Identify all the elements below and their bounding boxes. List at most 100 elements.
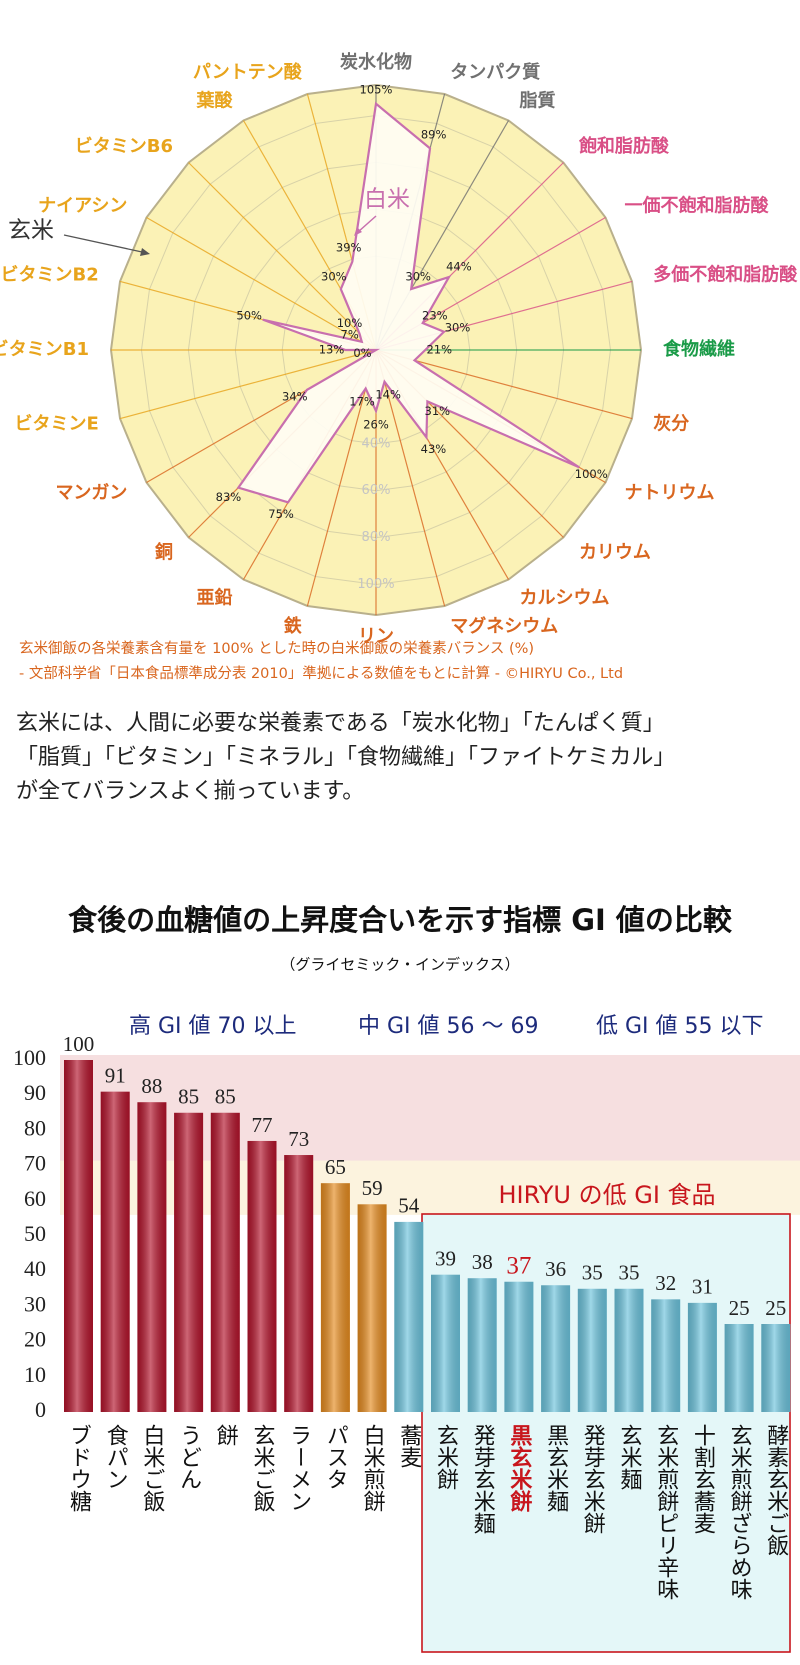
value-label: 31 bbox=[692, 1275, 713, 1299]
axis-label: ビタミンB2 bbox=[1, 265, 99, 286]
bar-shade bbox=[394, 1221, 424, 1412]
value-label: 25 bbox=[765, 1296, 786, 1320]
value-label: 91 bbox=[105, 1063, 126, 1087]
axis-label: 一価不飽和脂肪酸 bbox=[625, 195, 770, 217]
bar-shade bbox=[577, 1288, 607, 1412]
bar-shade bbox=[320, 1183, 350, 1412]
category-label: 白米煎餅 bbox=[360, 1424, 386, 1512]
bar-shade bbox=[467, 1278, 497, 1412]
bar-shade bbox=[64, 1060, 93, 1412]
axis-label: 多価不飽和脂肪酸 bbox=[653, 264, 798, 286]
category-label: ブドウ糖 bbox=[66, 1424, 92, 1512]
radar-area bbox=[236, 101, 580, 504]
value-label: 37 bbox=[506, 1252, 531, 1279]
bar-shade bbox=[210, 1112, 240, 1412]
category-label: 玄米麺 bbox=[617, 1424, 643, 1490]
value-label: 21% bbox=[426, 343, 452, 357]
value-label: 17% bbox=[349, 395, 375, 409]
chart-title: 食後の血糖値の上昇度合いを示す指標 GI 値の比較 bbox=[68, 903, 733, 937]
value-label: 85 bbox=[178, 1085, 199, 1109]
bar-shade bbox=[357, 1204, 387, 1412]
category-label: 玄米煎餅ピリ辛味 bbox=[653, 1424, 679, 1600]
value-label: 7% bbox=[341, 327, 359, 341]
axis-label: ビタミンE bbox=[14, 413, 98, 434]
value-label: 73 bbox=[288, 1127, 309, 1151]
value-label: 34% bbox=[282, 389, 308, 403]
axis-label: 脂質 bbox=[520, 89, 556, 111]
axis-label: マグネシウム bbox=[450, 615, 558, 637]
value-label: 25 bbox=[729, 1296, 750, 1320]
category-label: 玄米ご飯 bbox=[250, 1424, 276, 1512]
category-label: パスタ bbox=[323, 1424, 348, 1490]
axis-label: 飽和脂肪酸 bbox=[578, 135, 670, 157]
y-tick-label: 0 bbox=[35, 1397, 46, 1422]
value-label: 35 bbox=[619, 1261, 640, 1285]
value-label: 32 bbox=[655, 1271, 676, 1295]
value-label: 30% bbox=[405, 269, 431, 283]
value-label: 31% bbox=[425, 404, 451, 418]
axis-label: 銅 bbox=[155, 541, 173, 563]
category-label: 餅 bbox=[213, 1424, 239, 1446]
body-text: が全てバランスよく揃っています。 bbox=[16, 779, 364, 804]
axis-label: 葉酸 bbox=[196, 89, 234, 111]
value-label: 83% bbox=[216, 490, 242, 504]
value-label: 59 bbox=[362, 1176, 383, 1200]
axis-label: マンガン bbox=[55, 483, 127, 504]
spoke bbox=[188, 162, 377, 351]
value-label: 38 bbox=[472, 1250, 493, 1274]
zone-label: 高 GI 値 70 以上 bbox=[129, 1014, 297, 1039]
value-label: 36 bbox=[545, 1257, 566, 1281]
zone-label: 中 GI 値 56 ～ 69 bbox=[358, 1014, 539, 1039]
y-tick-label: 70 bbox=[24, 1151, 46, 1176]
bar-shade bbox=[687, 1302, 717, 1412]
bar-shade bbox=[504, 1281, 534, 1412]
bar-shade bbox=[100, 1091, 130, 1412]
axis-label: 亜鉛 bbox=[197, 587, 233, 609]
axis-label: カルシウム bbox=[520, 588, 610, 609]
source-note: 玄米御飯の各栄養素含有量を 100% とした時の白米御飯の栄養素バランス (%) bbox=[19, 639, 534, 657]
value-label: 85 bbox=[215, 1085, 236, 1109]
bar-shade bbox=[761, 1324, 791, 1412]
y-tick-label: 90 bbox=[24, 1080, 46, 1105]
category-label: ラーメン bbox=[286, 1424, 311, 1512]
reference-arrowhead bbox=[140, 248, 150, 256]
value-label: 100% bbox=[575, 467, 608, 481]
zone-label: 低 GI 値 55 以下 bbox=[596, 1014, 764, 1039]
value-label: 23% bbox=[422, 309, 448, 323]
axis-label: ビタミンB6 bbox=[75, 136, 173, 157]
category-label: 玄米煎餅ざらめ味 bbox=[727, 1424, 753, 1600]
value-label: 77 bbox=[252, 1113, 273, 1137]
source-note: - 文部科学省「日本食品標準成分表 2010」準拠による数値をもとに計算 - ©… bbox=[19, 665, 623, 682]
bar-shade bbox=[247, 1140, 277, 1412]
y-tick-label: 80 bbox=[24, 1115, 46, 1140]
bar-shade bbox=[614, 1288, 644, 1412]
value-label: 39 bbox=[435, 1247, 456, 1271]
value-label: 43% bbox=[421, 442, 447, 456]
reference-arrow bbox=[63, 234, 143, 253]
axis-label: 灰分 bbox=[653, 412, 689, 434]
bar-shade bbox=[174, 1112, 204, 1412]
annotation-arrow bbox=[357, 215, 377, 233]
category-label: 酵素玄米ご飯 bbox=[763, 1424, 789, 1556]
series-annotation: 白米 bbox=[364, 187, 410, 213]
value-label: 39% bbox=[336, 241, 362, 255]
y-tick-label: 100 bbox=[13, 1045, 46, 1070]
value-label: 14% bbox=[375, 388, 401, 402]
spoke bbox=[306, 349, 377, 607]
bar-shade bbox=[651, 1299, 681, 1412]
value-label: 30% bbox=[321, 269, 347, 283]
axis-label: パントテン酸 bbox=[193, 61, 303, 83]
value-label: 105% bbox=[360, 82, 393, 96]
gi-zone bbox=[60, 1055, 800, 1166]
axis-label: 炭水化物 bbox=[340, 51, 412, 73]
value-label: 75% bbox=[268, 507, 294, 521]
category-label: 白米ご飯 bbox=[139, 1424, 165, 1512]
value-label: 0% bbox=[353, 346, 371, 360]
value-label: 13% bbox=[319, 343, 345, 357]
radial-tick-label: 60% bbox=[362, 483, 391, 498]
radial-tick-label: 100% bbox=[357, 577, 394, 592]
body-text: 「脂質」「ビタミン」「ミネラル」「食物繊維」「ファイトケミカル」 bbox=[16, 745, 675, 770]
chart-subtitle: （グライセミック・インデックス） bbox=[280, 956, 519, 974]
spoke bbox=[375, 349, 633, 420]
value-label: 89% bbox=[421, 127, 447, 141]
